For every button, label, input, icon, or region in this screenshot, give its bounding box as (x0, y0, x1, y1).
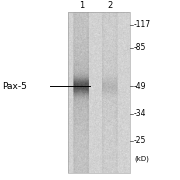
Text: (kD): (kD) (134, 155, 149, 162)
Text: -34: -34 (134, 109, 147, 118)
Text: 2: 2 (107, 1, 113, 10)
Text: -49: -49 (134, 82, 147, 91)
Text: Pax-5: Pax-5 (2, 82, 27, 91)
Text: -85: -85 (134, 43, 147, 52)
Text: -117: -117 (134, 21, 151, 30)
Bar (68, 12, 130, 173)
Text: -25: -25 (134, 136, 147, 145)
Text: 1: 1 (79, 1, 84, 10)
